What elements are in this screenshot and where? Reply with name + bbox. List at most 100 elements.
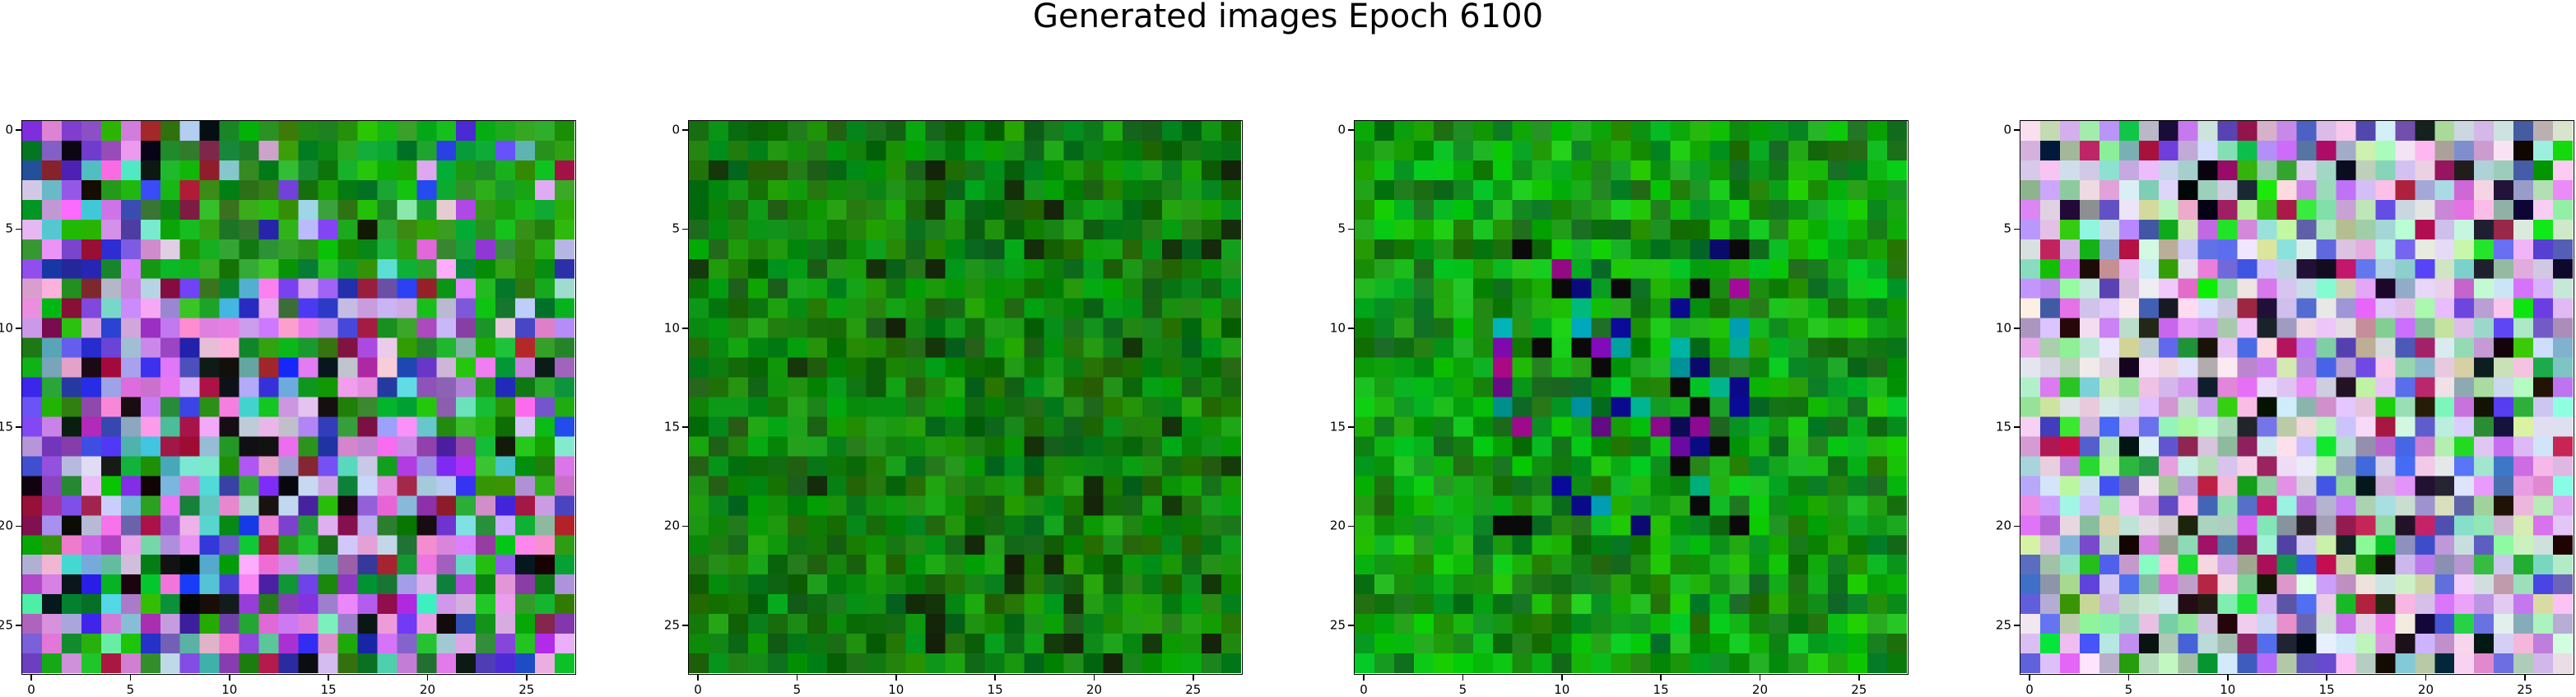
- y-tick-mark: [2014, 228, 2020, 230]
- generated-image: [688, 120, 1243, 675]
- y-tick-label: 0: [672, 122, 680, 137]
- x-tick-label: 10: [888, 682, 904, 697]
- x-tick-label: 20: [2417, 682, 2434, 697]
- x-tick-mark: [697, 675, 699, 681]
- y-tick-mark: [682, 228, 688, 230]
- x-tick-mark: [796, 675, 798, 681]
- x-tick-mark: [229, 675, 230, 681]
- y-tick-mark: [682, 426, 688, 428]
- x-tick-label: 5: [1458, 682, 1467, 697]
- y-tick-label: 20: [0, 518, 13, 533]
- y-tick-mark: [1348, 625, 1354, 626]
- y-tick-label: 5: [1337, 221, 1346, 236]
- y-tick-label: 25: [0, 617, 13, 633]
- x-tick-label: 25: [1185, 682, 1202, 697]
- image-panel-1: 0 0 5 5 10 10 15 15 20 20 25 25: [0, 120, 576, 696]
- y-tick-label: 25: [663, 617, 680, 633]
- x-tick-mark: [1858, 675, 1860, 681]
- x-tick-mark: [30, 675, 32, 681]
- generated-image-pixels: [2020, 121, 2573, 673]
- y-tick-label: 5: [5, 221, 13, 236]
- generated-image-pixels: [689, 121, 1241, 673]
- figure-title: Generated images Epoch 6100: [1032, 0, 1544, 35]
- x-tick-label: 10: [221, 682, 238, 697]
- x-tick-mark: [1759, 675, 1761, 681]
- y-tick-label: 0: [2003, 122, 2011, 137]
- x-tick-label: 0: [27, 682, 35, 697]
- x-tick-mark: [2227, 675, 2229, 681]
- image-panel-3: 0 0 5 5 10 10 15 15 20 20 25 25: [1330, 120, 1909, 696]
- x-tick-mark: [1660, 675, 1662, 681]
- x-tick-mark: [2326, 675, 2327, 681]
- y-tick-mark: [682, 129, 688, 131]
- x-tick-mark: [994, 675, 996, 681]
- y-tick-label: 25: [1329, 617, 1346, 633]
- generated-image: [2020, 120, 2574, 675]
- image-panel-4: 0 0 5 5 10 10 15 15 20 20 25 25: [1996, 120, 2574, 696]
- y-tick-mark: [682, 328, 688, 329]
- y-tick-label: 15: [1995, 419, 2011, 434]
- x-tick-label: 15: [320, 682, 337, 697]
- y-tick-label: 0: [1337, 122, 1346, 137]
- image-panel-2: 0 0 5 5 10 10 15 15 20 20 25 25: [664, 120, 1243, 696]
- x-tick-mark: [1363, 675, 1365, 681]
- y-tick-mark: [1348, 228, 1354, 230]
- x-tick-mark: [1193, 675, 1194, 681]
- y-tick-mark: [2014, 328, 2020, 329]
- x-tick-label: 0: [694, 682, 702, 697]
- x-tick-mark: [2029, 675, 2030, 681]
- generated-image-pixels: [1355, 121, 1907, 673]
- y-tick-label: 10: [1995, 320, 2011, 336]
- y-tick-label: 20: [1329, 518, 1346, 533]
- x-tick-mark: [2127, 675, 2130, 681]
- x-tick-mark: [1462, 675, 1464, 681]
- y-tick-label: 10: [0, 320, 13, 336]
- x-tick-mark: [1561, 675, 1563, 681]
- x-tick-mark: [895, 675, 897, 681]
- y-tick-mark: [16, 426, 21, 428]
- generated-image-pixels: [22, 121, 574, 673]
- x-tick-label: 15: [987, 682, 1003, 697]
- x-tick-mark: [2425, 675, 2427, 681]
- x-tick-label: 5: [793, 682, 802, 697]
- y-tick-label: 5: [672, 221, 680, 236]
- y-tick-mark: [16, 625, 21, 626]
- x-tick-label: 5: [2124, 682, 2133, 697]
- x-tick-mark: [328, 675, 329, 681]
- y-tick-mark: [2014, 129, 2020, 131]
- y-tick-mark: [16, 228, 21, 230]
- x-tick-label: 0: [1360, 682, 1368, 697]
- y-tick-mark: [1348, 525, 1354, 527]
- y-tick-label: 5: [2003, 221, 2011, 236]
- y-tick-mark: [2014, 625, 2020, 626]
- y-tick-label: 10: [1329, 320, 1346, 336]
- x-tick-label: 10: [1554, 682, 1570, 697]
- y-tick-label: 20: [1995, 518, 2011, 533]
- x-tick-mark: [426, 675, 429, 681]
- y-tick-mark: [682, 525, 688, 527]
- generated-image: [1354, 120, 1909, 675]
- y-tick-mark: [16, 525, 21, 527]
- y-tick-label: 0: [5, 122, 13, 137]
- generated-image: [21, 120, 576, 675]
- x-tick-label: 25: [518, 682, 535, 697]
- x-tick-mark: [526, 675, 528, 681]
- x-tick-label: 15: [1653, 682, 1669, 697]
- x-tick-label: 20: [1086, 682, 1102, 697]
- y-tick-mark: [1348, 129, 1354, 131]
- y-tick-mark: [1348, 328, 1354, 329]
- x-tick-mark: [1093, 675, 1095, 681]
- y-tick-mark: [1348, 426, 1354, 428]
- x-tick-label: 0: [2025, 682, 2034, 697]
- y-tick-label: 15: [0, 419, 13, 434]
- x-tick-label: 15: [2318, 682, 2335, 697]
- y-tick-label: 25: [1995, 617, 2011, 633]
- y-tick-mark: [2014, 426, 2020, 428]
- x-tick-label: 25: [1851, 682, 1867, 697]
- y-tick-label: 15: [1329, 419, 1346, 434]
- y-tick-mark: [2014, 525, 2020, 527]
- x-tick-label: 25: [2517, 682, 2533, 697]
- y-tick-mark: [16, 328, 21, 329]
- x-tick-label: 20: [419, 682, 435, 697]
- x-tick-label: 20: [1751, 682, 1768, 697]
